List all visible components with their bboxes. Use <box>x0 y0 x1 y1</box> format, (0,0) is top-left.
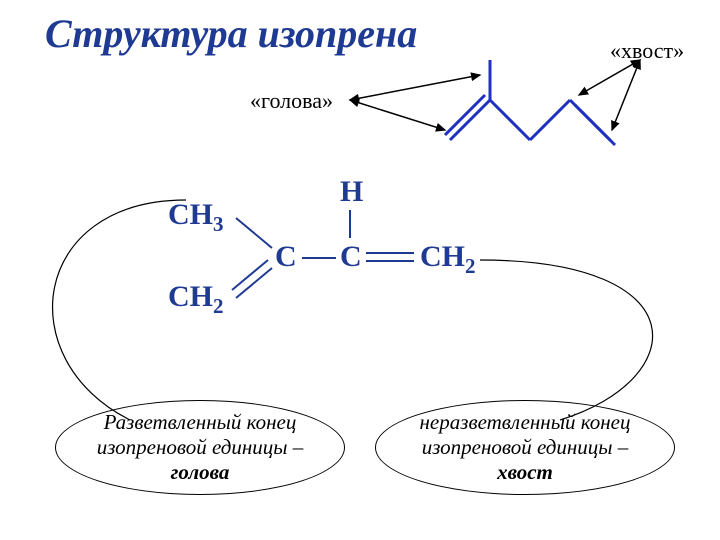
atom-c2: C <box>340 240 362 274</box>
bubble-tail: неразветвленный конец изопреновой единиц… <box>375 400 675 495</box>
label-head: «голова» <box>250 88 333 114</box>
atom-ch3: CH3 <box>168 198 224 237</box>
bubble-head-line3: голова <box>56 460 344 485</box>
atom-c1: C <box>275 240 297 274</box>
atom-ch2a: CH2 <box>168 280 224 319</box>
bubble-head: Разветвленный конец изопреновой единицы … <box>55 400 345 495</box>
label-tail: «хвост» <box>610 38 684 64</box>
bubble-tail-line2: изопреновой единицы – <box>376 435 674 460</box>
bubble-tail-line1: неразветвленный конец <box>376 410 674 435</box>
atom-h: H <box>340 175 363 209</box>
bubble-head-line2: изопреновой единицы – <box>56 435 344 460</box>
bubble-head-line1: Разветвленный конец <box>56 410 344 435</box>
bubble-tail-line3: хвост <box>376 460 674 485</box>
page-title: Структура изопрена <box>45 10 417 57</box>
atom-ch2b: CH2 <box>420 240 476 279</box>
